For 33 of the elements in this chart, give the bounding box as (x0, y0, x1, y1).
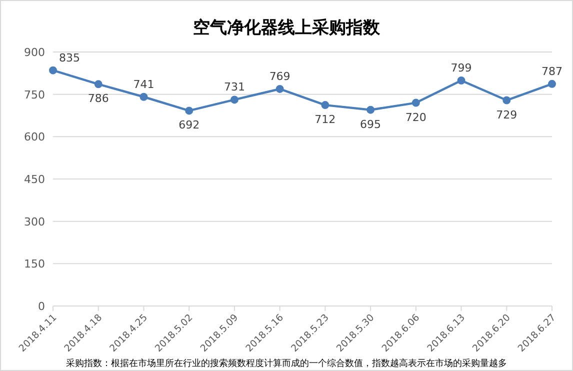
y-tick-label: 900 (24, 46, 45, 59)
point (548, 80, 556, 88)
point (49, 66, 57, 74)
y-tick-label: 0 (38, 300, 45, 313)
point (412, 98, 420, 107)
data-label: 731 (224, 80, 245, 94)
point (321, 101, 330, 110)
data-label: 786 (88, 92, 109, 106)
chart-title: 空气净化器线上采购指数 (193, 18, 381, 38)
data-label: 787 (542, 64, 562, 78)
data-label: 799 (450, 62, 472, 75)
data-label: 720 (405, 110, 426, 124)
text: 采购指数：根据在市场里所在行业的搜索频数程度计算而成的一个综合数值，指数越高表示在市场的采购量越多 (66, 358, 507, 369)
y-tick-label: 150 (24, 258, 45, 271)
point (94, 80, 102, 88)
data-label: 741 (133, 78, 154, 91)
data-label: 695 (360, 118, 382, 131)
y-tick-label: 300 (24, 215, 45, 228)
point (140, 92, 148, 101)
point (457, 76, 466, 85)
data-label: 835 (59, 51, 80, 64)
data-label: 692 (178, 118, 200, 132)
y-tick-label: 450 (24, 173, 45, 186)
point (366, 106, 375, 114)
y-tick-label: 750 (24, 88, 45, 102)
point (185, 106, 194, 115)
data-label: 769 (269, 70, 290, 83)
data-label: 729 (496, 108, 518, 122)
point (502, 96, 511, 104)
point (276, 84, 284, 93)
point (230, 96, 238, 104)
y-tick-label: 600 (24, 130, 45, 144)
data-label: 712 (314, 113, 336, 126)
